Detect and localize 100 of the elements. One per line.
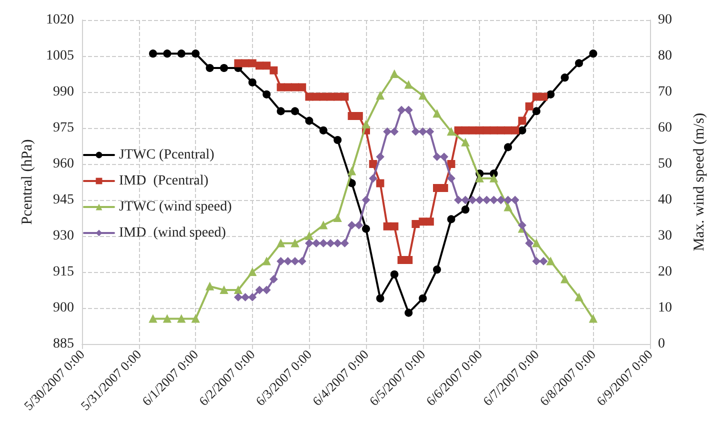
point: [518, 126, 526, 134]
point: [319, 221, 328, 230]
point: [418, 92, 427, 100]
point: [241, 293, 250, 302]
point: [298, 257, 306, 266]
point: [426, 218, 434, 226]
y2-tick-label: 40: [658, 192, 672, 208]
point: [291, 257, 299, 266]
point: [305, 116, 314, 125]
y-tick-label: 900: [53, 300, 74, 316]
point: [589, 50, 598, 58]
point: [234, 286, 242, 294]
y-tick-label: 1020: [46, 12, 74, 28]
y-tick-label: 990: [53, 84, 74, 100]
point: [454, 196, 462, 204]
point: [511, 196, 520, 204]
point: [354, 221, 363, 230]
y2-tick-label: 30: [658, 228, 672, 244]
point: [206, 64, 214, 72]
point: [476, 174, 484, 182]
point: [276, 239, 285, 248]
point: [270, 66, 278, 74]
y2-tick-label: 10: [658, 300, 672, 316]
point: [447, 174, 456, 182]
point: [433, 152, 441, 161]
y2-tick-label: 80: [658, 48, 672, 64]
point: [177, 50, 186, 58]
point: [546, 90, 555, 98]
point: [291, 239, 299, 248]
point: [192, 50, 200, 58]
point: [163, 314, 172, 323]
point: [461, 138, 470, 146]
point: [276, 107, 285, 116]
y-tick-label: 945: [53, 192, 74, 208]
point: [476, 196, 484, 204]
point: [404, 308, 413, 317]
point: [447, 128, 456, 136]
point: [284, 257, 292, 266]
point: [518, 221, 526, 230]
point: [262, 62, 271, 70]
point: [256, 286, 264, 294]
y-axis-title: Pcentral (hPa): [20, 139, 36, 225]
point: [334, 239, 342, 248]
point: [589, 314, 598, 323]
point: [319, 126, 328, 134]
point: [248, 293, 256, 302]
point: [234, 293, 242, 302]
point: [482, 196, 491, 204]
point: [305, 92, 314, 101]
point: [334, 136, 342, 144]
point: [312, 239, 320, 248]
point: [220, 64, 228, 72]
point: [319, 239, 328, 248]
point: [248, 59, 256, 68]
point: [305, 239, 314, 248]
point: [305, 232, 314, 240]
point: [248, 268, 256, 276]
y2-tick-label: 70: [658, 84, 672, 100]
point: [398, 106, 406, 114]
y2-axis-title: Max. wind speed (m/s): [692, 112, 708, 252]
point: [163, 50, 172, 58]
point: [440, 152, 448, 161]
legend-label: JTWC (wind speed): [119, 200, 232, 214]
point: [575, 293, 583, 302]
point: [149, 50, 157, 58]
point: [490, 196, 498, 204]
point: [461, 196, 470, 204]
point: [354, 112, 363, 120]
point: [276, 257, 285, 266]
point: [390, 70, 398, 78]
point: [525, 239, 534, 248]
point: [334, 214, 342, 222]
y-tick-label: 1005: [46, 48, 74, 64]
point: [262, 257, 271, 266]
point: [560, 74, 569, 82]
point: [340, 239, 349, 248]
point: [447, 160, 456, 168]
point: [496, 196, 505, 204]
point: [426, 128, 434, 136]
point: [298, 83, 306, 92]
point: [376, 179, 384, 188]
point: [149, 314, 157, 323]
point: [348, 167, 356, 176]
y2-tick-label: 60: [658, 120, 672, 136]
point: [546, 257, 555, 266]
point: [560, 275, 569, 284]
point: [390, 222, 398, 230]
y-tick-label: 885: [53, 336, 74, 352]
point: [262, 90, 271, 98]
y-tick-label: 960: [53, 156, 74, 172]
point: [192, 314, 200, 323]
point: [412, 220, 420, 228]
point: [248, 78, 256, 86]
y2-tick-label: 50: [658, 156, 672, 172]
point: [177, 314, 186, 323]
point: [412, 128, 420, 136]
point: [418, 294, 427, 302]
point: [376, 152, 384, 161]
point: [369, 174, 378, 182]
point: [362, 196, 370, 204]
